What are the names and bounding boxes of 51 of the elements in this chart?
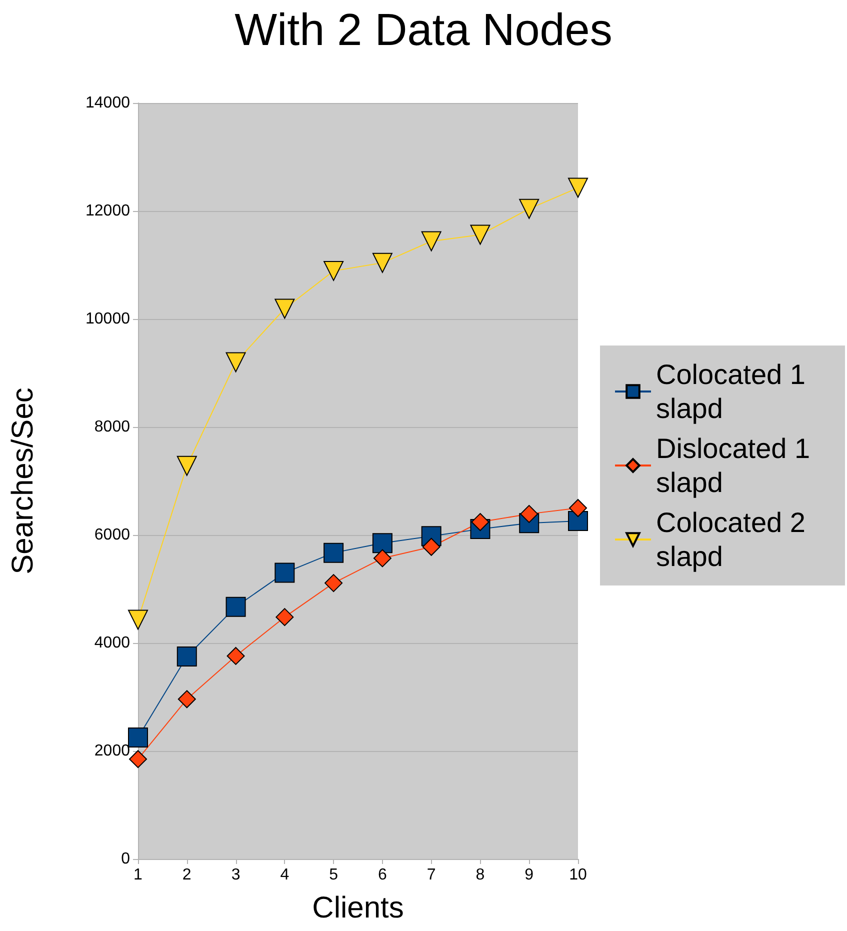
x-tick-label: 6 — [378, 866, 387, 884]
point — [569, 499, 587, 517]
point — [324, 574, 343, 592]
point — [128, 610, 148, 630]
x-tick-label: 2 — [182, 866, 192, 884]
point — [274, 298, 295, 319]
point — [519, 198, 540, 219]
point — [520, 504, 538, 523]
point — [421, 231, 442, 252]
legend-label: Dislocated 1 slapd — [656, 433, 818, 498]
point — [324, 260, 344, 281]
point — [324, 542, 344, 563]
y-tick-label: 12000 — [86, 202, 130, 220]
point — [176, 646, 197, 666]
y-tick-label: 0 — [121, 850, 130, 868]
point — [274, 562, 295, 583]
x-tick-label: 10 — [569, 866, 587, 884]
point — [373, 549, 392, 568]
x-tick-label: 3 — [231, 866, 240, 884]
x-axis-title: Clients — [312, 892, 404, 924]
point — [568, 178, 588, 198]
legend-label: Colocated 1 slapd — [656, 359, 814, 424]
point — [226, 596, 246, 617]
x-tick-label: 4 — [280, 866, 290, 884]
x-tick-label: 7 — [426, 866, 436, 884]
y-axis-title: Searches/Sec — [6, 388, 40, 574]
y-tick-label: 6000 — [94, 526, 130, 544]
point — [372, 533, 392, 554]
y-tick-label: 2000 — [94, 742, 130, 760]
x-tick-label: 9 — [524, 866, 534, 884]
point — [129, 750, 147, 768]
point — [128, 728, 148, 748]
point — [176, 456, 197, 476]
point — [372, 252, 392, 273]
chart-title: With 2 Data Nodes — [234, 4, 612, 55]
y-tick-label: 4000 — [94, 634, 130, 652]
point — [178, 690, 196, 708]
point — [470, 224, 490, 245]
point — [226, 646, 245, 665]
y-tick-label: 14000 — [86, 94, 130, 112]
point — [471, 513, 490, 532]
x-tick-label: 8 — [476, 866, 485, 884]
legend-label: Colocated 2 slapd — [656, 507, 814, 572]
point — [422, 538, 440, 556]
point — [568, 510, 588, 531]
y-tick-label: 10000 — [86, 310, 130, 328]
point — [226, 352, 246, 372]
point — [276, 608, 294, 626]
x-tick-label: 1 — [134, 866, 143, 884]
y-tick-label: 8000 — [94, 418, 130, 436]
x-tick-label: 5 — [329, 866, 338, 884]
